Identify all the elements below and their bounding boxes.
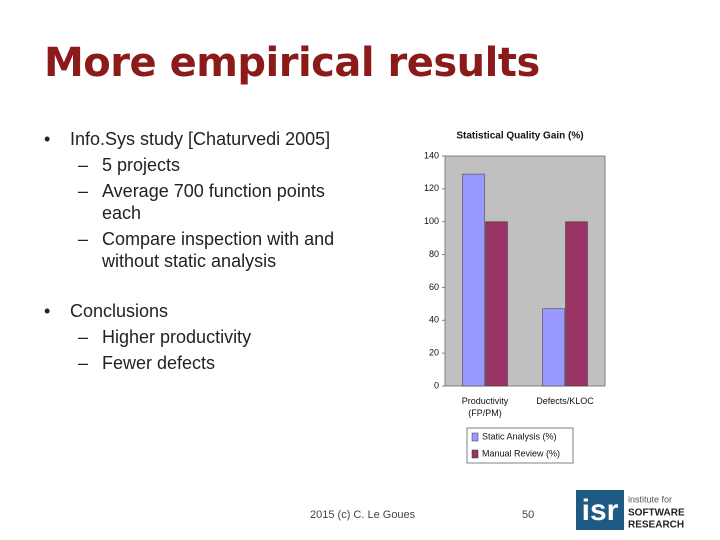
legend-swatch [471, 432, 479, 442]
bar [462, 173, 485, 387]
y-tick-label: 140 [424, 150, 439, 160]
sub-bullet: Compare inspection with and without stat… [70, 228, 340, 272]
bar [542, 308, 565, 387]
legend-label: Manual Review (%) [482, 448, 560, 458]
legend-swatch [471, 449, 479, 459]
logo-text: RESEARCH [628, 520, 684, 531]
y-tick-label: 100 [424, 216, 439, 226]
y-tick-label: 40 [429, 315, 439, 325]
logo-text: institute for [628, 494, 672, 504]
footer-credit: 2015 (c) C. Le Goues [310, 509, 416, 521]
sub-bullet: 5 projects [70, 154, 340, 176]
bar [565, 221, 588, 387]
x-tick-label: Defects/KLOC [536, 396, 594, 406]
sub-bullet: Average 700 function points each [70, 180, 340, 224]
slide-title: More empirical results [44, 40, 540, 86]
bullet-text: Info.Sys study [Chaturvedi 2005] [70, 129, 331, 149]
y-tick-label: 120 [424, 183, 439, 193]
sub-bullet: Higher productivity [70, 326, 340, 348]
chart-title: Statistical Quality Gain (%) [456, 131, 583, 142]
y-tick-label: 60 [429, 282, 439, 292]
legend [466, 427, 574, 464]
x-tick-label: Productivity (FP/PM) [461, 396, 509, 418]
logo-text: SOFTWARE [628, 508, 685, 519]
logo-mark: isr [582, 494, 619, 527]
logo-box [576, 490, 624, 530]
bullet: Info.Sys study [Chaturvedi 2005] 5 projec… [40, 128, 340, 272]
legend-label: Static Analysis (%) [482, 431, 557, 441]
y-tick-label: 0 [434, 380, 439, 390]
sub-bullet: Fewer defects [70, 352, 340, 374]
page-number: 50 [522, 509, 535, 521]
bullet-text: Conclusions [70, 301, 169, 321]
y-tick-label: 20 [429, 348, 439, 358]
bullet: Conclusions Higher productivity Fewer defe… [40, 300, 340, 374]
bar [485, 221, 508, 387]
bullet-list: Info.Sys study [Chaturvedi 2005] 5 projec… [40, 128, 340, 402]
y-tick-label: 80 [429, 249, 439, 259]
